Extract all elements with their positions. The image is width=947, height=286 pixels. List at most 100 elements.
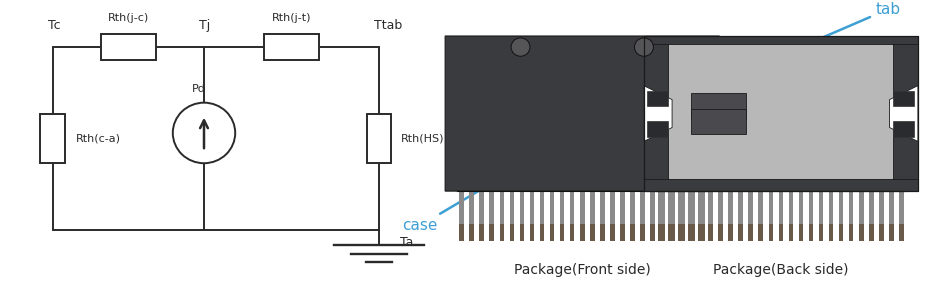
Bar: [620, 191, 625, 224]
Bar: [470, 224, 474, 241]
Bar: [859, 191, 864, 224]
Bar: [560, 224, 564, 241]
Bar: [879, 191, 884, 224]
Bar: [879, 224, 884, 241]
Text: Tj: Tj: [199, 19, 210, 32]
Bar: [698, 191, 703, 224]
Bar: [708, 191, 713, 224]
Bar: [748, 191, 753, 224]
Bar: [580, 224, 584, 241]
Bar: [701, 224, 706, 241]
Bar: [708, 224, 713, 241]
Bar: [819, 191, 823, 224]
Bar: [600, 224, 604, 241]
Bar: [748, 224, 753, 241]
Bar: [900, 191, 903, 224]
Polygon shape: [445, 36, 720, 191]
Bar: [809, 191, 813, 224]
Text: Tc: Tc: [48, 19, 61, 32]
Bar: [778, 224, 783, 241]
Bar: [670, 191, 675, 224]
Bar: [470, 191, 474, 224]
Bar: [640, 224, 645, 241]
Bar: [264, 34, 319, 60]
Bar: [728, 191, 733, 224]
Bar: [869, 191, 873, 224]
Bar: [101, 34, 155, 60]
Bar: [644, 179, 918, 191]
Bar: [769, 224, 773, 241]
Bar: [678, 224, 683, 241]
Bar: [610, 224, 615, 241]
Text: Rth(c-a): Rth(c-a): [77, 134, 121, 144]
Bar: [869, 224, 873, 241]
Bar: [570, 191, 575, 224]
Text: Ttab: Ttab: [374, 19, 402, 32]
Bar: [668, 224, 672, 241]
Bar: [590, 191, 595, 224]
Bar: [509, 191, 514, 224]
Bar: [819, 224, 823, 241]
Bar: [580, 191, 584, 224]
Bar: [479, 224, 484, 241]
Bar: [893, 36, 918, 191]
Text: case: case: [402, 183, 492, 233]
Bar: [688, 191, 692, 224]
Bar: [540, 224, 545, 241]
Bar: [839, 224, 844, 241]
Ellipse shape: [172, 103, 235, 163]
Bar: [660, 191, 665, 224]
Bar: [670, 224, 675, 241]
Text: Package(Front side): Package(Front side): [514, 263, 651, 277]
Bar: [459, 224, 464, 241]
Bar: [651, 224, 655, 241]
Bar: [590, 224, 595, 241]
Bar: [718, 224, 723, 241]
Bar: [759, 224, 763, 241]
Bar: [366, 114, 391, 163]
Bar: [648, 121, 669, 136]
Bar: [739, 224, 742, 241]
Bar: [809, 224, 813, 241]
Bar: [520, 224, 525, 241]
Bar: [691, 93, 746, 118]
Ellipse shape: [511, 38, 530, 56]
Polygon shape: [644, 86, 672, 142]
Bar: [459, 191, 464, 224]
Bar: [631, 224, 634, 241]
Bar: [560, 191, 564, 224]
Bar: [490, 191, 494, 224]
Bar: [789, 224, 794, 241]
Bar: [640, 191, 645, 224]
Bar: [718, 191, 723, 224]
Bar: [859, 224, 864, 241]
Bar: [893, 121, 914, 136]
Text: Pd: Pd: [192, 84, 206, 94]
Bar: [658, 224, 662, 241]
Text: Rth(HS): Rth(HS): [401, 134, 444, 144]
Ellipse shape: [634, 38, 653, 56]
Bar: [839, 191, 844, 224]
Bar: [651, 191, 655, 224]
Bar: [500, 224, 504, 241]
Polygon shape: [889, 86, 918, 142]
Bar: [529, 224, 534, 241]
Bar: [829, 224, 833, 241]
Bar: [778, 191, 783, 224]
Bar: [769, 191, 773, 224]
Bar: [900, 224, 903, 241]
Bar: [701, 191, 706, 224]
Bar: [509, 224, 514, 241]
Bar: [660, 224, 665, 241]
Bar: [893, 91, 914, 106]
Bar: [648, 91, 669, 106]
Bar: [550, 224, 554, 241]
Bar: [500, 191, 504, 224]
Bar: [681, 224, 685, 241]
Text: Package(Back side): Package(Back side): [713, 263, 849, 277]
Bar: [739, 191, 742, 224]
Bar: [849, 224, 853, 241]
Bar: [490, 224, 494, 241]
Text: tab: tab: [767, 2, 901, 62]
Bar: [610, 191, 615, 224]
